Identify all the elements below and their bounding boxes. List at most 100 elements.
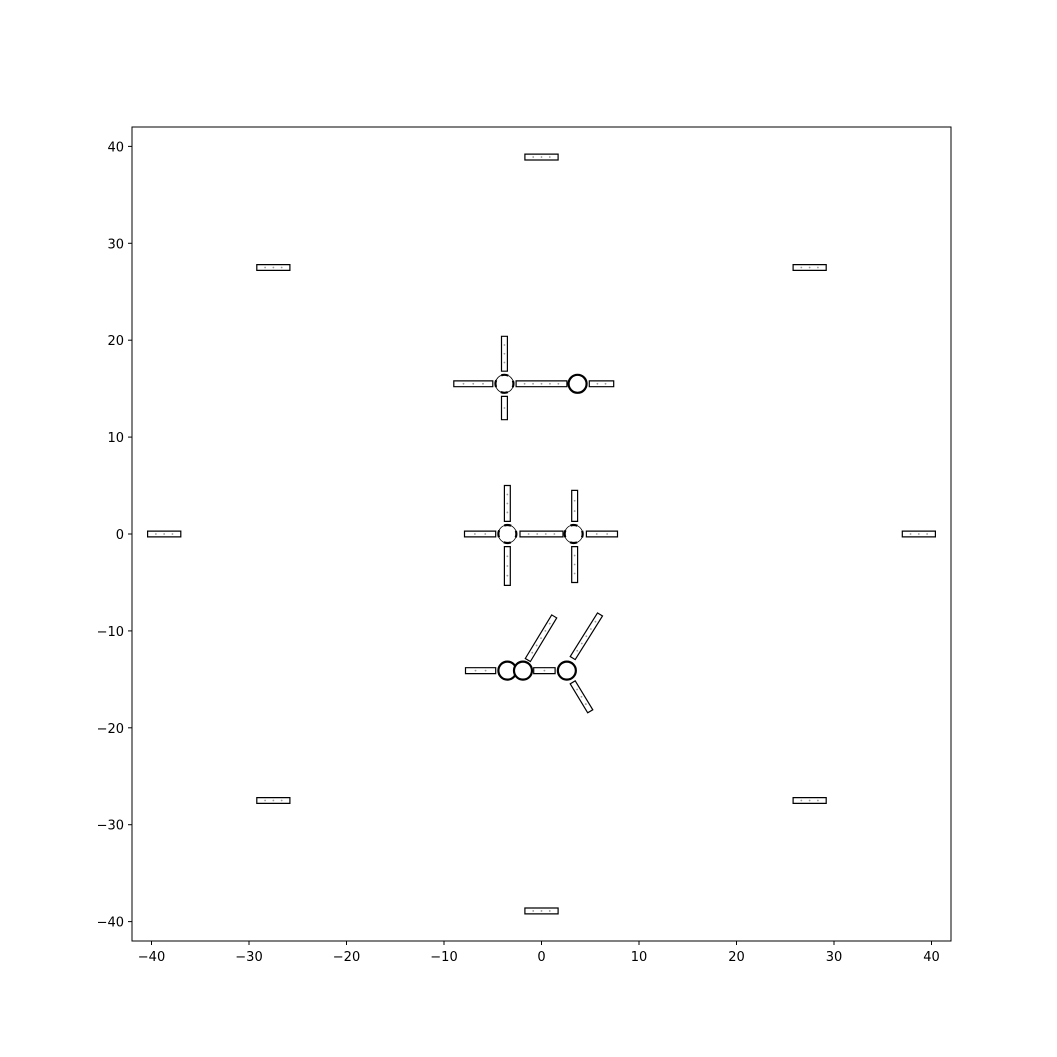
segment-body [463, 530, 497, 538]
segment-body [571, 489, 579, 523]
segment-dot [523, 382, 526, 385]
segment-dot [532, 910, 535, 912]
upper-up-arm [500, 335, 508, 372]
y-tick-label: −20 [97, 722, 124, 737]
upper-left-joint [494, 373, 515, 394]
segment-dot [576, 688, 578, 691]
middle-link [519, 530, 564, 538]
segment-dot [506, 502, 509, 505]
segment-dot [584, 703, 587, 705]
joint-ring [556, 660, 577, 681]
segment-dot [548, 910, 551, 912]
middle-right-up [571, 489, 579, 523]
joint-core [497, 524, 517, 544]
segment-dot [606, 533, 609, 535]
segment-body [464, 667, 497, 675]
x-tick-label: −40 [138, 950, 165, 965]
segment-dot [573, 510, 576, 512]
upper-left-arm [453, 380, 494, 388]
segment-dot [808, 799, 811, 802]
segment-dot [264, 799, 266, 802]
segment-dot [503, 352, 506, 355]
middle-right-down [571, 545, 579, 584]
joint-ring [563, 523, 584, 545]
segment-dot [594, 620, 597, 623]
segment-dot [272, 266, 275, 269]
segment-dot [264, 266, 266, 269]
segment-dot [154, 533, 157, 535]
y-tick-label: 10 [107, 431, 124, 446]
segment-dot [549, 382, 551, 385]
segment-dot [540, 382, 543, 385]
middle-left-arm [463, 530, 497, 538]
marker-bottom [524, 907, 559, 915]
x-axis: −40 −30 −20 −10 0 10 20 30 40 [138, 941, 940, 965]
middle-right-arm [585, 530, 619, 538]
segment-dot [280, 799, 283, 802]
joint-ring [512, 660, 534, 681]
segment-dot [272, 799, 275, 802]
middle-left-down [503, 545, 511, 587]
y-axis: −40 −30 −20 −10 0 10 20 30 40 [97, 140, 132, 931]
segment-dot [163, 533, 166, 535]
y-tick-label: 30 [107, 237, 124, 252]
x-tick-label: −10 [430, 950, 457, 965]
segment-dot [536, 533, 539, 535]
segment-body [588, 380, 615, 388]
segment-dot [531, 651, 534, 654]
marker-right [901, 530, 937, 538]
segment-dot [503, 407, 506, 409]
segment-dot [506, 511, 509, 514]
x-tick-label: −20 [333, 950, 360, 965]
segment-dot [503, 361, 506, 364]
x-tick-label: 20 [728, 950, 745, 965]
segment-dot [540, 637, 542, 640]
segment-dot [280, 266, 283, 269]
x-tick-label: 30 [826, 950, 843, 965]
segment-dot [553, 533, 556, 535]
upper-down-arm [500, 395, 508, 421]
lower-mid-joint [512, 660, 534, 681]
segment-dot [540, 156, 543, 158]
segment-dot [585, 635, 588, 638]
lower-diag-left [524, 614, 558, 663]
segment-dot [909, 533, 912, 535]
segment-dot [817, 799, 819, 802]
segment-dot [484, 533, 487, 535]
y-tick-label: −40 [97, 916, 124, 931]
segment-dot [544, 533, 547, 535]
segment-dot [527, 533, 530, 535]
segment-dot [573, 572, 576, 575]
joint-core [495, 374, 514, 394]
segment-dot [580, 695, 583, 698]
upper-link [515, 380, 568, 388]
segment-dot [557, 382, 560, 385]
joint-ring [567, 373, 588, 394]
lower-left-arm [464, 667, 497, 675]
segment-dot [573, 554, 576, 557]
segment-dot [573, 499, 576, 502]
segment-dot [590, 628, 592, 630]
joint-ring [497, 523, 518, 545]
plot-content [147, 153, 937, 915]
middle-right-joint [563, 523, 584, 545]
marker-bottom-left [256, 796, 291, 805]
y-tick-label: −10 [97, 625, 124, 640]
marker-top [524, 153, 559, 161]
segment-dot [926, 533, 929, 535]
segment-dot [532, 382, 534, 385]
segment-dot [472, 382, 475, 385]
middle-left-joint [497, 523, 518, 545]
segment-dot [548, 622, 551, 625]
segment-dot [532, 156, 535, 158]
upper-right-joint [567, 373, 588, 394]
lower-diag-right-up [569, 612, 604, 661]
segment-dot [573, 563, 576, 566]
joint-ring [494, 373, 515, 394]
y-tick-label: 0 [116, 528, 124, 543]
marker-top-right [792, 264, 827, 271]
segment-dot [548, 156, 551, 158]
lower-diag-right-down [569, 679, 594, 714]
segment-dot [506, 493, 509, 496]
